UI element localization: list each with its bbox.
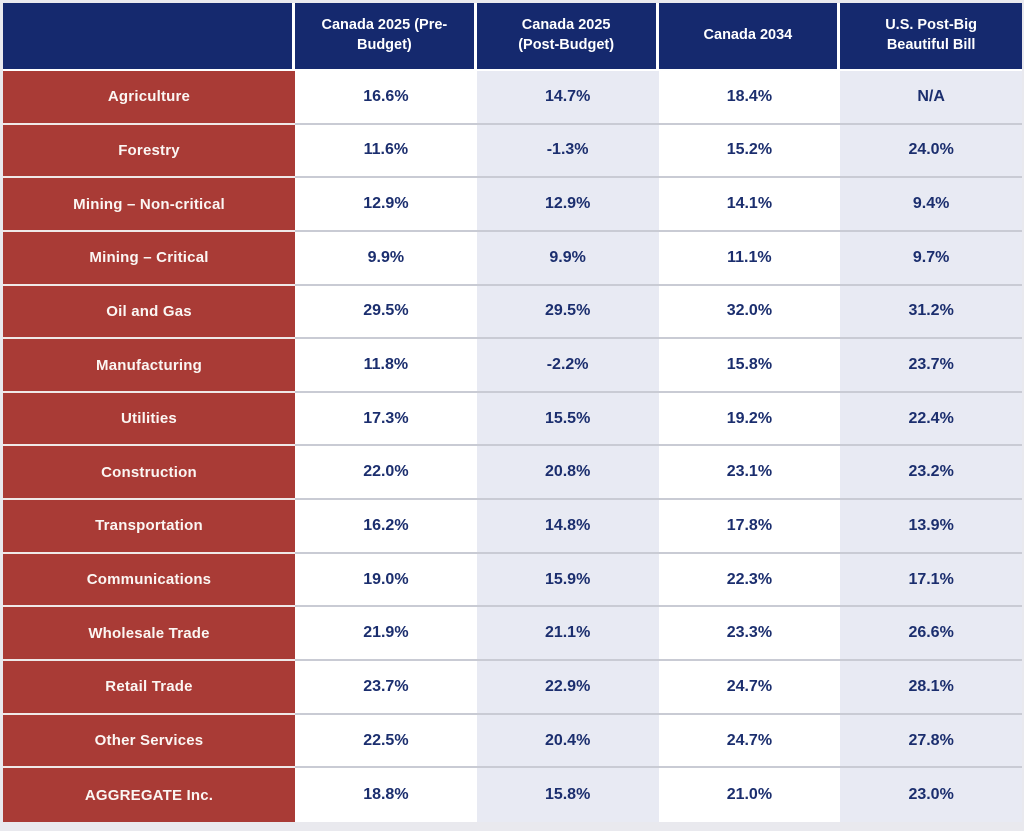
cell-value: 24.7% <box>658 661 841 715</box>
row-label-utilities: Utilities <box>3 392 295 447</box>
cell-value: 19.2% <box>658 392 841 447</box>
row-label-agriculture: Agriculture <box>3 71 295 125</box>
cell-value: 15.5% <box>476 392 659 447</box>
cell-value: 23.7% <box>295 661 477 715</box>
cell-value: -2.2% <box>476 339 659 393</box>
cell-value: 23.3% <box>658 607 841 662</box>
cell-value: 12.9% <box>295 178 477 232</box>
cell-value: 23.7% <box>840 339 1022 393</box>
row-label-manufacturing: Manufacturing <box>3 339 295 393</box>
cell-value: 15.9% <box>476 553 659 608</box>
cell-value: 18.4% <box>658 71 841 125</box>
cell-value: 15.8% <box>476 768 659 822</box>
cell-value: 17.3% <box>295 392 477 447</box>
cell-value: -1.3% <box>476 124 659 179</box>
row-label-retail-trade: Retail Trade <box>3 661 295 715</box>
cell-value: 12.9% <box>476 178 659 232</box>
cell-value: 32.0% <box>658 285 841 340</box>
row-label-other-services: Other Services <box>3 714 295 769</box>
cell-value: 24.7% <box>658 714 841 769</box>
cell-value: 23.0% <box>840 768 1022 822</box>
cell-value: 31.2% <box>840 285 1022 340</box>
cell-value: N/A <box>840 71 1022 125</box>
cell-value: 19.0% <box>295 553 477 608</box>
row-label-construction: Construction <box>3 446 295 501</box>
row-label-forestry: Forestry <box>3 124 295 179</box>
cell-value: 26.6% <box>840 607 1022 662</box>
cell-value: 22.0% <box>295 446 477 501</box>
cell-value: 11.6% <box>295 124 477 179</box>
column-header-canada-2025-pre-budget: Canada 2025 (Pre-Budget) <box>295 3 477 71</box>
cell-value: 15.8% <box>658 339 841 393</box>
cell-value: 27.8% <box>840 714 1022 769</box>
cell-value: 9.7% <box>840 231 1022 286</box>
cell-value: 14.8% <box>476 500 659 554</box>
cell-value: 21.1% <box>476 607 659 662</box>
cell-value: 9.9% <box>295 231 477 286</box>
cell-value: 9.9% <box>476 231 659 286</box>
row-label-transportation: Transportation <box>3 500 295 554</box>
row-label-oil-and-gas: Oil and Gas <box>3 285 295 340</box>
cell-value: 22.9% <box>476 661 659 715</box>
row-label-wholesale-trade: Wholesale Trade <box>3 607 295 662</box>
cell-value: 16.6% <box>295 71 477 125</box>
cell-value: 29.5% <box>476 285 659 340</box>
cell-value: 23.2% <box>840 446 1022 501</box>
cell-value: 9.4% <box>840 178 1022 232</box>
row-label-mining-non-critical: Mining – Non-critical <box>3 178 295 232</box>
column-header-us-post-big-beautiful-bill: U.S. Post-Big Beautiful Bill <box>840 3 1022 71</box>
row-label-mining-critical: Mining – Critical <box>3 231 295 286</box>
cell-value: 13.9% <box>840 500 1022 554</box>
cell-value: 24.0% <box>840 124 1022 179</box>
row-label-aggregate-inc: AGGREGATE Inc. <box>3 768 295 822</box>
cell-value: 22.5% <box>295 714 477 769</box>
row-label-communications: Communications <box>3 553 295 608</box>
cell-value: 29.5% <box>295 285 477 340</box>
cell-value: 16.2% <box>295 500 477 554</box>
cell-value: 15.2% <box>658 124 841 179</box>
cell-value: 17.8% <box>658 500 841 554</box>
cell-value: 22.3% <box>658 553 841 608</box>
cell-value: 18.8% <box>295 768 477 822</box>
cell-value: 28.1% <box>840 661 1022 715</box>
column-header-canada-2025-post-budget: Canada 2025 (Post-Budget) <box>476 3 659 71</box>
cell-value: 14.7% <box>476 71 659 125</box>
cell-value: 21.9% <box>295 607 477 662</box>
cell-value: 20.8% <box>476 446 659 501</box>
column-header-canada-2034: Canada 2034 <box>658 3 841 71</box>
cell-value: 23.1% <box>658 446 841 501</box>
cell-value: 11.8% <box>295 339 477 393</box>
corner-header-cell <box>3 3 295 71</box>
cell-value: 20.4% <box>476 714 659 769</box>
cell-value: 11.1% <box>658 231 841 286</box>
cell-value: 14.1% <box>658 178 841 232</box>
cell-value: 21.0% <box>658 768 841 822</box>
cell-value: 17.1% <box>840 553 1022 608</box>
comparison-table: Canada 2025 (Pre-Budget) Canada 2025 (Po… <box>3 3 1022 822</box>
cell-value: 22.4% <box>840 392 1022 447</box>
